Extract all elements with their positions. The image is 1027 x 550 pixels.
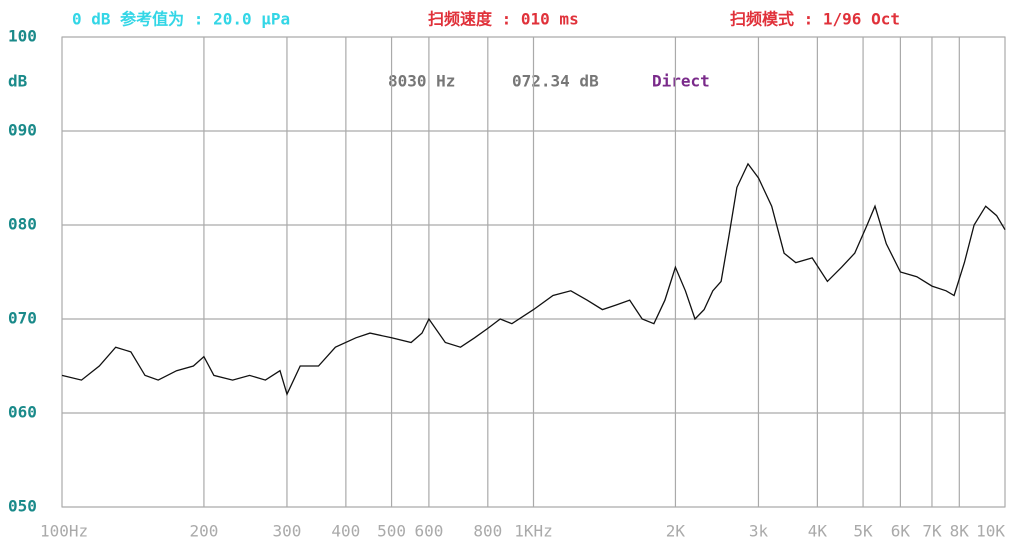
x-tick-label: 600 <box>414 522 443 541</box>
marker-level: 072.34 dB <box>512 72 599 91</box>
sweep-speed: 扫频速度 : 010 ms <box>428 10 579 29</box>
y-tick-label: 080 <box>8 215 37 234</box>
x-tick-label: 7K <box>922 522 942 541</box>
y-tick-label: 050 <box>8 497 37 516</box>
y-tick-label: 100 <box>8 27 37 46</box>
x-tick-label: 300 <box>273 522 302 541</box>
x-tick-label: 100Hz <box>40 522 88 541</box>
x-tick-label: 3k <box>749 522 769 541</box>
x-tick-label: 6K <box>891 522 911 541</box>
marker-frequency: 8030 Hz <box>388 72 455 91</box>
x-tick-label: 2K <box>666 522 686 541</box>
y-axis-label: dB <box>8 72 28 91</box>
reference-label: 0 dB 参考值为 : 20.0 μPa <box>72 10 290 29</box>
x-tick-label: 200 <box>189 522 218 541</box>
marker-mode: Direct <box>652 72 710 91</box>
x-tick-label: 4K <box>808 522 828 541</box>
sweep-mode: 扫频模式 : 1/96 Oct <box>730 10 900 29</box>
y-tick-label: 090 <box>8 121 37 140</box>
x-tick-label: 1KHz <box>514 522 553 541</box>
response-curve <box>61 162 1006 397</box>
x-tick-label: 10K <box>976 522 1005 541</box>
x-tick-label: 800 <box>473 522 502 541</box>
x-tick-label: 400 <box>331 522 360 541</box>
y-tick-label: 070 <box>8 309 37 328</box>
x-tick-label: 5K <box>853 522 873 541</box>
x-tick-label: 8K <box>950 522 970 541</box>
y-tick-label: 060 <box>8 403 37 422</box>
x-tick-label: 500 <box>377 522 406 541</box>
